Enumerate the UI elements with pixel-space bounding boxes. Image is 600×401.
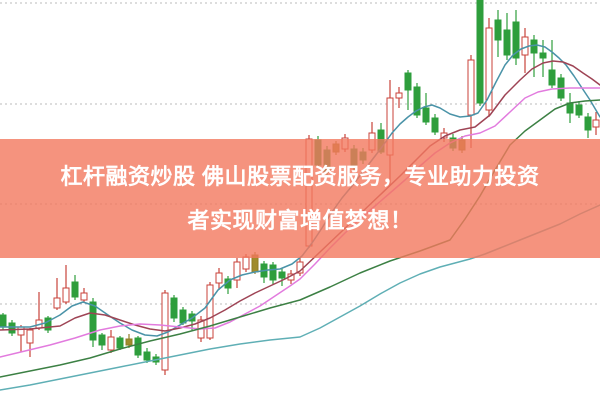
candle-body (575, 104, 583, 116)
ma-line-dark-green (0, 99, 600, 378)
candle-body (44, 317, 52, 331)
candle-body (485, 27, 493, 111)
candle-body (548, 69, 556, 86)
candle-body (278, 271, 286, 279)
candle-body (8, 322, 16, 334)
candle-body (80, 292, 88, 301)
candle-body (467, 59, 475, 116)
candle-body (134, 337, 142, 356)
candle-body (98, 334, 106, 346)
candle-body (89, 301, 97, 341)
candle-body (107, 336, 115, 351)
promo-banner-overlay: 杠杆融资炒股 佛山股票配资服务，专业助力投资 者实现财富增值梦想！ (0, 139, 600, 258)
candle-body (592, 119, 600, 128)
candle-body (26, 329, 34, 344)
candle-body (170, 297, 178, 319)
candle-body (17, 326, 25, 336)
candle-body (71, 281, 79, 298)
candle-body (413, 86, 421, 116)
candle-body (431, 117, 439, 133)
candle-body (62, 287, 70, 303)
candle-body (125, 338, 133, 346)
banner-line-1: 杠杆融资炒股 佛山股票配资服务，专业助力投资 (60, 163, 540, 189)
candle-body (215, 272, 223, 284)
candle-body (179, 309, 187, 324)
candle-body (530, 39, 538, 54)
candle-body (422, 107, 430, 123)
candle-body (539, 52, 547, 59)
candle-body (116, 337, 124, 349)
candle-body (269, 264, 277, 281)
candle-body (143, 351, 151, 361)
candle-body (404, 72, 412, 91)
candle-body (476, 0, 484, 104)
candle-body (53, 297, 61, 309)
candle-body (242, 256, 250, 270)
candle-body (503, 29, 511, 56)
candle-body (494, 19, 502, 41)
candle-body (395, 92, 403, 99)
candle-body (584, 116, 592, 131)
candle-body (233, 261, 241, 281)
candle-body (206, 284, 214, 339)
candle-body (512, 21, 520, 59)
banner-line-2: 者实现财富增值梦想！ (187, 207, 413, 233)
candle-body (0, 314, 7, 328)
